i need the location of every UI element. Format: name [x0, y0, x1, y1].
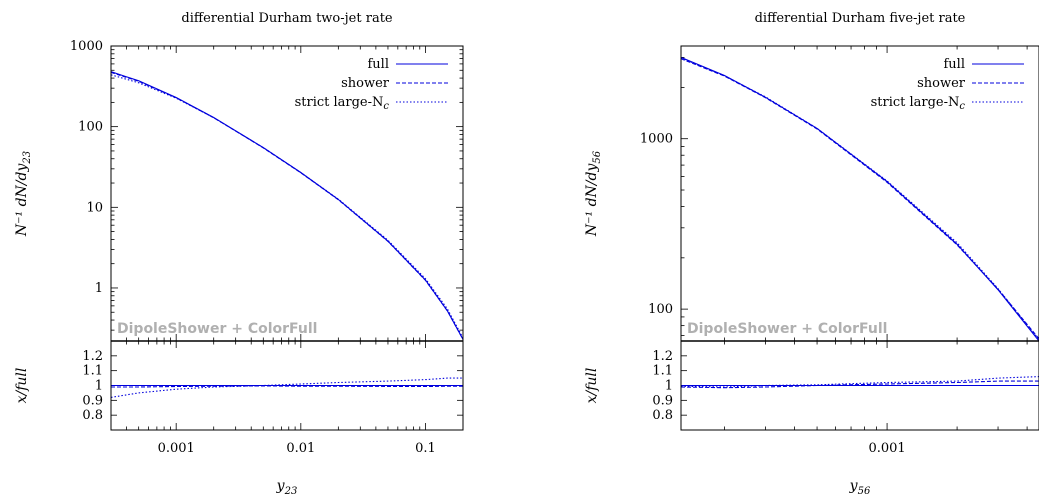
legend-label-main: strict large-N — [871, 95, 960, 110]
ratio-y-axis-label: x/full — [584, 368, 600, 404]
legend-label-sub: c — [383, 101, 389, 112]
ratio-line-strict-large-n-c — [681, 376, 1039, 388]
chart-panel-1: differential Durham two-jet rate11010010… — [14, 11, 464, 497]
chart-title: differential Durham two-jet rate — [181, 11, 393, 26]
ratio-series — [111, 377, 463, 398]
legend-label-main: strict large-N — [295, 95, 384, 110]
ratio-y-tick-label: 0.9 — [82, 393, 103, 408]
legend-label: shower — [917, 76, 966, 91]
y-axis-label-main: N⁻¹ dN/dy — [14, 163, 30, 238]
legend-item-2: shower — [917, 76, 1024, 91]
ratio-y-tick-label: 1.1 — [652, 364, 673, 379]
x-tick-label: 0.1 — [415, 441, 436, 456]
x-tick-label: 0.001 — [868, 441, 905, 456]
x-tick-label: 0.001 — [158, 441, 195, 456]
main-series — [111, 71, 463, 340]
legend-item-1: full — [368, 57, 448, 72]
series-line-full — [111, 71, 463, 340]
brand-watermark: DipoleShower + ColorFull — [687, 321, 887, 337]
ratio-y-tick-label: 1 — [665, 379, 673, 394]
legend-label-main: full — [944, 57, 966, 72]
series-line-strict-large-n-c — [111, 74, 463, 339]
ratio-line-shower — [681, 380, 1039, 389]
y-axis-label: N⁻¹ dN/dy23 — [14, 151, 33, 237]
chart-panel-2: differential Durham five-jet rate 100 1000… — [584, 11, 1039, 497]
y-tick-label: 1000 — [640, 132, 673, 147]
series-line-shower — [111, 71, 463, 340]
ratio-y-tick-label: 1.2 — [652, 349, 673, 364]
plot-frame — [110, 45, 464, 431]
y-axis-label-main: N⁻¹ dN/dy — [584, 163, 600, 238]
chart-title: differential Durham five-jet rate — [755, 11, 966, 26]
legend-label-sub: c — [959, 101, 965, 112]
x-axis-label: y56 — [849, 478, 871, 497]
brand-watermark: DipoleShower + ColorFull — [117, 321, 317, 337]
ratio-y-tick-label: 1.1 — [82, 364, 103, 379]
ratio-y-axis-label: x/full — [14, 368, 30, 404]
y-tick-label: 1 — [95, 281, 103, 296]
y-tick-label: 10 — [86, 200, 103, 215]
y-tick-label: 100 — [78, 120, 103, 135]
ratio-y-tick-label: 1.2 — [82, 349, 103, 364]
series-line-shower — [681, 58, 1039, 340]
y-axis-label-sub: 23 — [22, 151, 33, 165]
legend-label: full — [368, 57, 390, 72]
x-axis-label-main: y — [849, 478, 859, 494]
legend-label-main: shower — [917, 76, 966, 91]
series-line-full — [681, 56, 1039, 341]
series-line-strict-large-n-c — [681, 57, 1039, 341]
legend-item-1: full — [944, 57, 1024, 72]
ratio-line-strict-large-n-c — [111, 377, 463, 398]
y-tick-label: 100 — [648, 302, 673, 317]
legend-label-main: shower — [341, 76, 390, 91]
main-series — [681, 56, 1039, 341]
ratio-y-tick-label: 0.9 — [652, 393, 673, 408]
legend-item-3: strict large-Nc — [871, 95, 1024, 112]
plot-frame — [680, 45, 1039, 431]
ratio-line-shower — [111, 385, 463, 388]
y-axis-label-sub: 56 — [592, 150, 603, 163]
legend-label: strict large-Nc — [295, 95, 390, 112]
legend-label: full — [944, 57, 966, 72]
x-axis-label: y23 — [276, 478, 298, 497]
legend-item-2: shower — [341, 76, 448, 91]
x-axis-label-sub: 56 — [858, 486, 871, 497]
ratio-y-tick-label: 0.8 — [652, 408, 673, 423]
legend-item-3: strict large-Nc — [295, 95, 448, 112]
ratio-y-tick-label: 0.8 — [82, 408, 103, 423]
y-axis-label: N⁻¹ dN/dy56 — [584, 150, 603, 237]
x-axis-label-main: y — [276, 478, 286, 494]
legend-label: shower — [341, 76, 390, 91]
legend-label-main: full — [368, 57, 390, 72]
y-tick-label: 1000 — [70, 39, 103, 54]
ratio-series — [681, 376, 1039, 389]
ratio-y-tick-label: 1 — [95, 379, 103, 394]
x-tick-label: 0.01 — [286, 441, 315, 456]
legend-label: strict large-Nc — [871, 95, 966, 112]
x-axis-label-sub: 23 — [284, 486, 298, 497]
